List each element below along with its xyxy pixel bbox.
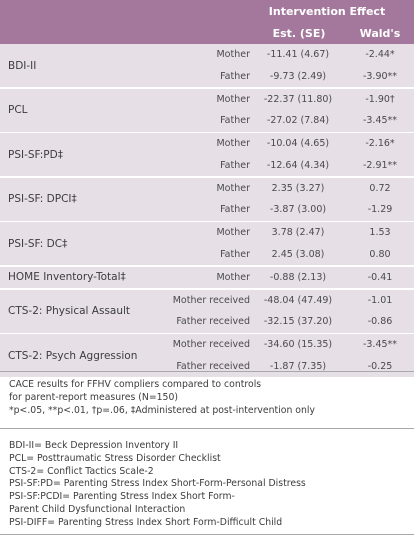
respondent-label: Mother xyxy=(216,271,250,283)
estimate-value: -48.04 (47.49) xyxy=(263,294,333,306)
abbreviation-item: BDI-II= Beck Depression Inventory II xyxy=(9,440,179,451)
estimate-value: -9.73 (2.49) xyxy=(269,70,327,82)
table-row: Mother 3.78 (2.47) 1.53 xyxy=(0,222,414,244)
abbreviation-item: PCL= Posttraumatic Stress Disorder Check… xyxy=(9,452,221,464)
wald-value: -3.45** xyxy=(362,115,398,126)
respondent-label: Father xyxy=(220,70,250,82)
respondent-label: Mother xyxy=(216,138,250,149)
measure-label: BDI-II xyxy=(8,59,37,72)
estimate-value: 2.35 (3.27) xyxy=(271,182,325,194)
respondent-label: Mother xyxy=(216,182,250,194)
estimate-value: -10.04 (4.65) xyxy=(266,138,330,149)
measure-label: HOME Inventory-Total‡ xyxy=(8,271,126,284)
measure-label: CTS-2: Psych Aggression xyxy=(8,349,138,362)
respondent-label: Mother xyxy=(216,93,250,105)
wald-value: -3.45** xyxy=(362,339,398,350)
table-row: Mother -11.41 (4.67) -2.44* xyxy=(0,44,414,66)
estimate-value: -22.37 (11.80) xyxy=(263,93,333,105)
respondent-label: Father xyxy=(220,159,250,171)
page-bottom-rule xyxy=(0,534,414,535)
estimate-value: -1.87 (7.35) xyxy=(269,360,327,372)
table-row: Father 2.45 (3.08) 0.80 xyxy=(0,244,414,266)
abbreviation-item: Parent Child Dysfunctional Interaction xyxy=(9,503,186,515)
table-row: Father -12.64 (4.34) -2.91** xyxy=(0,155,414,177)
estimate-value: -11.41 (4.67) xyxy=(266,49,330,60)
wald-value: -0.41 xyxy=(367,271,393,283)
estimate-value: 3.78 (2.47) xyxy=(271,227,325,238)
wald-value: -0.25 xyxy=(367,360,393,372)
respondent-label: Mother xyxy=(216,49,250,60)
table-bottom-rule xyxy=(0,371,414,372)
table-row: Father received -1.87 (7.35) -0.25 xyxy=(0,356,414,378)
table-row: Mother received -34.60 (15.35) -3.45** xyxy=(0,334,414,356)
table-row: Mother received -48.04 (47.49) -1.01 xyxy=(0,290,414,312)
abbreviation-item: PSI-SF:PD= Parenting Stress Index Short-… xyxy=(9,478,306,490)
results-table: Intervention Effect Est. (SE) Wald's BDI… xyxy=(0,0,414,377)
intervention-effect-heading: Intervention Effect xyxy=(268,5,386,18)
measure-group-psi-pd: PSI-SF:PD‡ Mother -10.04 (4.65) -2.16* F… xyxy=(0,133,414,176)
table-row: Mother -22.37 (11.80) -1.90† xyxy=(0,89,414,111)
respondent-label: Mother received xyxy=(172,294,250,306)
table-row: Mother 2.35 (3.27) 0.72 xyxy=(0,178,414,200)
estimate-value: -12.64 (4.34) xyxy=(266,159,330,171)
wald-value: 0.80 xyxy=(369,248,391,260)
estimate-value: -3.87 (3.00) xyxy=(269,204,327,215)
significance-note: *p<.05, **p<.01, †p=.06, ‡Administered a… xyxy=(9,405,315,416)
table-row: Father -3.87 (3.00) -1.29 xyxy=(0,199,414,221)
estimate-value: 2.45 (3.08) xyxy=(271,248,325,260)
wald-value: -3.90** xyxy=(362,70,398,82)
table-row: Father received -32.15 (37.20) -0.86 xyxy=(0,311,414,333)
measure-group-home: HOME Inventory-Total‡ Mother -0.88 (2.13… xyxy=(0,266,414,289)
wald-value: -1.01 xyxy=(367,294,393,306)
measure-label: PSI-SF:PD‡ xyxy=(8,148,63,161)
measure-label: CTS-2: Physical Assault xyxy=(8,305,131,317)
wald-value: -2.44* xyxy=(365,49,395,60)
wald-value: -0.86 xyxy=(367,316,393,327)
wald-value: -2.91** xyxy=(362,159,398,171)
respondent-label: Father received xyxy=(176,316,250,327)
wald-value: -1.90† xyxy=(365,93,395,105)
measure-label: PSI-SF: DPCI‡ xyxy=(8,193,77,205)
respondent-label: Father xyxy=(220,115,250,126)
table-row: Father -27.02 (7.84) -3.45** xyxy=(0,110,414,132)
abbreviation-list: BDI-II= Beck Depression Inventory II PCL… xyxy=(9,440,306,530)
measure-group-psi-dc: PSI-SF: DC‡ Mother 3.78 (2.47) 1.53 Fath… xyxy=(0,222,414,265)
measure-group-cts-psych: CTS-2: Psych Aggression Mother received … xyxy=(0,334,414,377)
table-row: Father -9.73 (2.49) -3.90** xyxy=(0,66,414,88)
abbreviation-item: CTS-2= Conflict Tactics Scale-2 xyxy=(9,465,154,477)
table-header: Intervention Effect Est. (SE) Wald's xyxy=(0,0,414,44)
measure-group-bdi: BDI-II Mother -11.41 (4.67) -2.44* Fathe… xyxy=(0,44,414,87)
measure-label: PSI-SF: DC‡ xyxy=(8,237,68,250)
measure-group-cts-physical: CTS-2: Physical Assault Mother received … xyxy=(0,289,414,333)
respondent-label: Father xyxy=(220,204,250,215)
estimate-value: -27.02 (7.84) xyxy=(266,115,330,126)
note-line: for parent-report measures (N=150) xyxy=(9,392,179,403)
wald-value: -1.29 xyxy=(367,204,393,215)
abbreviation-item: PSI-SF:PCDI= Parenting Stress Index Shor… xyxy=(9,491,235,503)
abbreviation-item: PSI-DIFF= Parenting Stress Index Short F… xyxy=(9,516,283,528)
est-se-heading: Est. (SE) xyxy=(272,27,326,40)
note-line: CACE results for FFHV compliers compared… xyxy=(9,379,262,390)
wald-value: 0.72 xyxy=(369,182,391,194)
respondent-label: Mother xyxy=(216,227,250,238)
respondent-label: Mother received xyxy=(172,339,250,350)
wald-value: 1.53 xyxy=(369,227,391,238)
estimate-value: -32.15 (37.20) xyxy=(263,316,333,327)
wald-value: -2.16* xyxy=(365,138,395,149)
measure-group-psi-dpci: PSI-SF: DPCI‡ Mother 2.35 (3.27) 0.72 Fa… xyxy=(0,177,414,221)
notes-divider xyxy=(0,428,414,429)
measure-group-pcl: PCL Mother -22.37 (11.80) -1.90† Father … xyxy=(0,88,414,132)
respondent-label: Father xyxy=(220,248,250,260)
table-notes: CACE results for FFHV compliers compared… xyxy=(9,378,315,417)
table-row: Mother -10.04 (4.65) -2.16* xyxy=(0,133,414,155)
measure-label: PCL xyxy=(8,104,28,116)
walds-heading: Wald's xyxy=(359,27,401,40)
estimate-value: -0.88 (2.13) xyxy=(269,271,327,283)
table-row: Mother -0.88 (2.13) -0.41 xyxy=(0,267,414,289)
respondent-label: Father received xyxy=(176,360,250,372)
estimate-value: -34.60 (15.35) xyxy=(263,339,333,350)
